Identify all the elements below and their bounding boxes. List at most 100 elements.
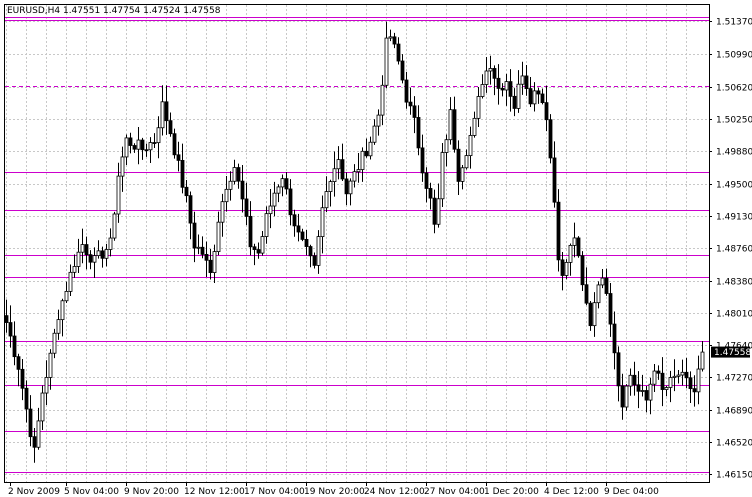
candle[interactable] bbox=[152, 133, 157, 148]
candle[interactable] bbox=[700, 341, 705, 372]
candle[interactable] bbox=[540, 88, 545, 105]
candle[interactable] bbox=[440, 143, 445, 208]
candle[interactable] bbox=[500, 83, 505, 97]
candle[interactable] bbox=[484, 56, 489, 93]
candle[interactable] bbox=[44, 360, 49, 406]
candle[interactable] bbox=[392, 32, 397, 49]
candle[interactable] bbox=[296, 213, 301, 242]
candle[interactable] bbox=[628, 368, 633, 396]
candle[interactable] bbox=[524, 65, 529, 96]
candle[interactable] bbox=[684, 357, 689, 389]
candle[interactable] bbox=[188, 191, 193, 240]
candle[interactable] bbox=[332, 151, 337, 197]
candle[interactable] bbox=[352, 164, 357, 188]
candle[interactable] bbox=[32, 428, 37, 463]
candle[interactable] bbox=[596, 281, 601, 309]
candle[interactable] bbox=[380, 75, 385, 126]
candle[interactable] bbox=[624, 384, 629, 411]
candle[interactable] bbox=[208, 249, 213, 280]
candle[interactable] bbox=[576, 236, 581, 258]
candle[interactable] bbox=[220, 193, 225, 237]
candle[interactable] bbox=[384, 21, 389, 89]
candle[interactable] bbox=[376, 109, 381, 136]
candle[interactable] bbox=[340, 143, 345, 181]
candle[interactable] bbox=[236, 163, 241, 189]
candle[interactable] bbox=[144, 143, 149, 157]
candle[interactable] bbox=[56, 309, 61, 340]
candle[interactable] bbox=[148, 137, 153, 163]
candle[interactable] bbox=[472, 111, 477, 138]
candle[interactable] bbox=[360, 147, 365, 182]
candle[interactable] bbox=[268, 189, 273, 229]
candle[interactable] bbox=[592, 292, 597, 337]
candle[interactable] bbox=[676, 370, 681, 384]
candle[interactable] bbox=[180, 143, 185, 194]
candle[interactable] bbox=[336, 146, 341, 180]
candle[interactable] bbox=[608, 282, 613, 337]
candle[interactable] bbox=[224, 176, 229, 212]
candle[interactable] bbox=[428, 182, 433, 210]
candle[interactable] bbox=[660, 357, 665, 407]
candle[interactable] bbox=[368, 136, 373, 160]
candle[interactable] bbox=[328, 179, 333, 207]
candle[interactable] bbox=[516, 70, 521, 113]
candle[interactable] bbox=[28, 395, 33, 447]
candle[interactable] bbox=[260, 231, 265, 256]
candle[interactable] bbox=[112, 211, 117, 241]
candle[interactable] bbox=[400, 54, 405, 84]
candle[interactable] bbox=[528, 76, 533, 108]
candle[interactable] bbox=[584, 267, 589, 306]
candle[interactable] bbox=[416, 105, 421, 156]
candle[interactable] bbox=[68, 264, 73, 297]
candle[interactable] bbox=[316, 230, 321, 274]
candle[interactable] bbox=[476, 87, 481, 128]
candle[interactable] bbox=[452, 96, 457, 153]
candle[interactable] bbox=[508, 69, 513, 112]
candle[interactable] bbox=[184, 180, 189, 203]
candle[interactable] bbox=[564, 259, 569, 280]
candle[interactable] bbox=[600, 268, 605, 289]
candle[interactable] bbox=[304, 230, 309, 256]
candle[interactable] bbox=[412, 96, 417, 134]
candle[interactable] bbox=[160, 85, 165, 136]
candle[interactable] bbox=[448, 97, 453, 145]
candle[interactable] bbox=[504, 73, 509, 106]
candle[interactable] bbox=[72, 254, 77, 278]
candle[interactable] bbox=[124, 134, 129, 165]
candle[interactable] bbox=[80, 228, 85, 264]
candle[interactable] bbox=[556, 189, 561, 272]
candle[interactable] bbox=[372, 119, 377, 145]
candle[interactable] bbox=[436, 183, 441, 228]
candle[interactable] bbox=[252, 243, 257, 266]
candle[interactable] bbox=[48, 349, 53, 390]
candle[interactable] bbox=[276, 184, 281, 203]
candle[interactable] bbox=[520, 61, 525, 95]
candle[interactable] bbox=[432, 189, 437, 234]
candle[interactable] bbox=[120, 146, 125, 192]
candle[interactable] bbox=[156, 116, 161, 159]
candle[interactable] bbox=[552, 141, 557, 208]
candle[interactable] bbox=[8, 305, 13, 348]
candle[interactable] bbox=[168, 112, 173, 137]
candle[interactable] bbox=[568, 243, 573, 276]
candle[interactable] bbox=[104, 243, 109, 267]
candle[interactable] bbox=[108, 228, 113, 257]
candle[interactable] bbox=[648, 377, 653, 415]
candle[interactable] bbox=[632, 361, 637, 396]
candle[interactable] bbox=[408, 87, 413, 115]
candle[interactable] bbox=[424, 167, 429, 203]
candle[interactable] bbox=[320, 195, 325, 254]
candle[interactable] bbox=[512, 88, 517, 117]
candle[interactable] bbox=[64, 281, 69, 304]
candle[interactable] bbox=[92, 247, 97, 278]
candle[interactable] bbox=[560, 251, 565, 291]
candle[interactable] bbox=[492, 65, 497, 96]
candle[interactable] bbox=[468, 126, 473, 169]
candle[interactable] bbox=[292, 209, 297, 237]
candle[interactable] bbox=[300, 228, 305, 242]
candle[interactable] bbox=[84, 236, 89, 270]
candle[interactable] bbox=[136, 126, 141, 165]
candle[interactable] bbox=[344, 172, 349, 206]
candle[interactable] bbox=[636, 371, 641, 409]
candle[interactable] bbox=[36, 407, 41, 450]
